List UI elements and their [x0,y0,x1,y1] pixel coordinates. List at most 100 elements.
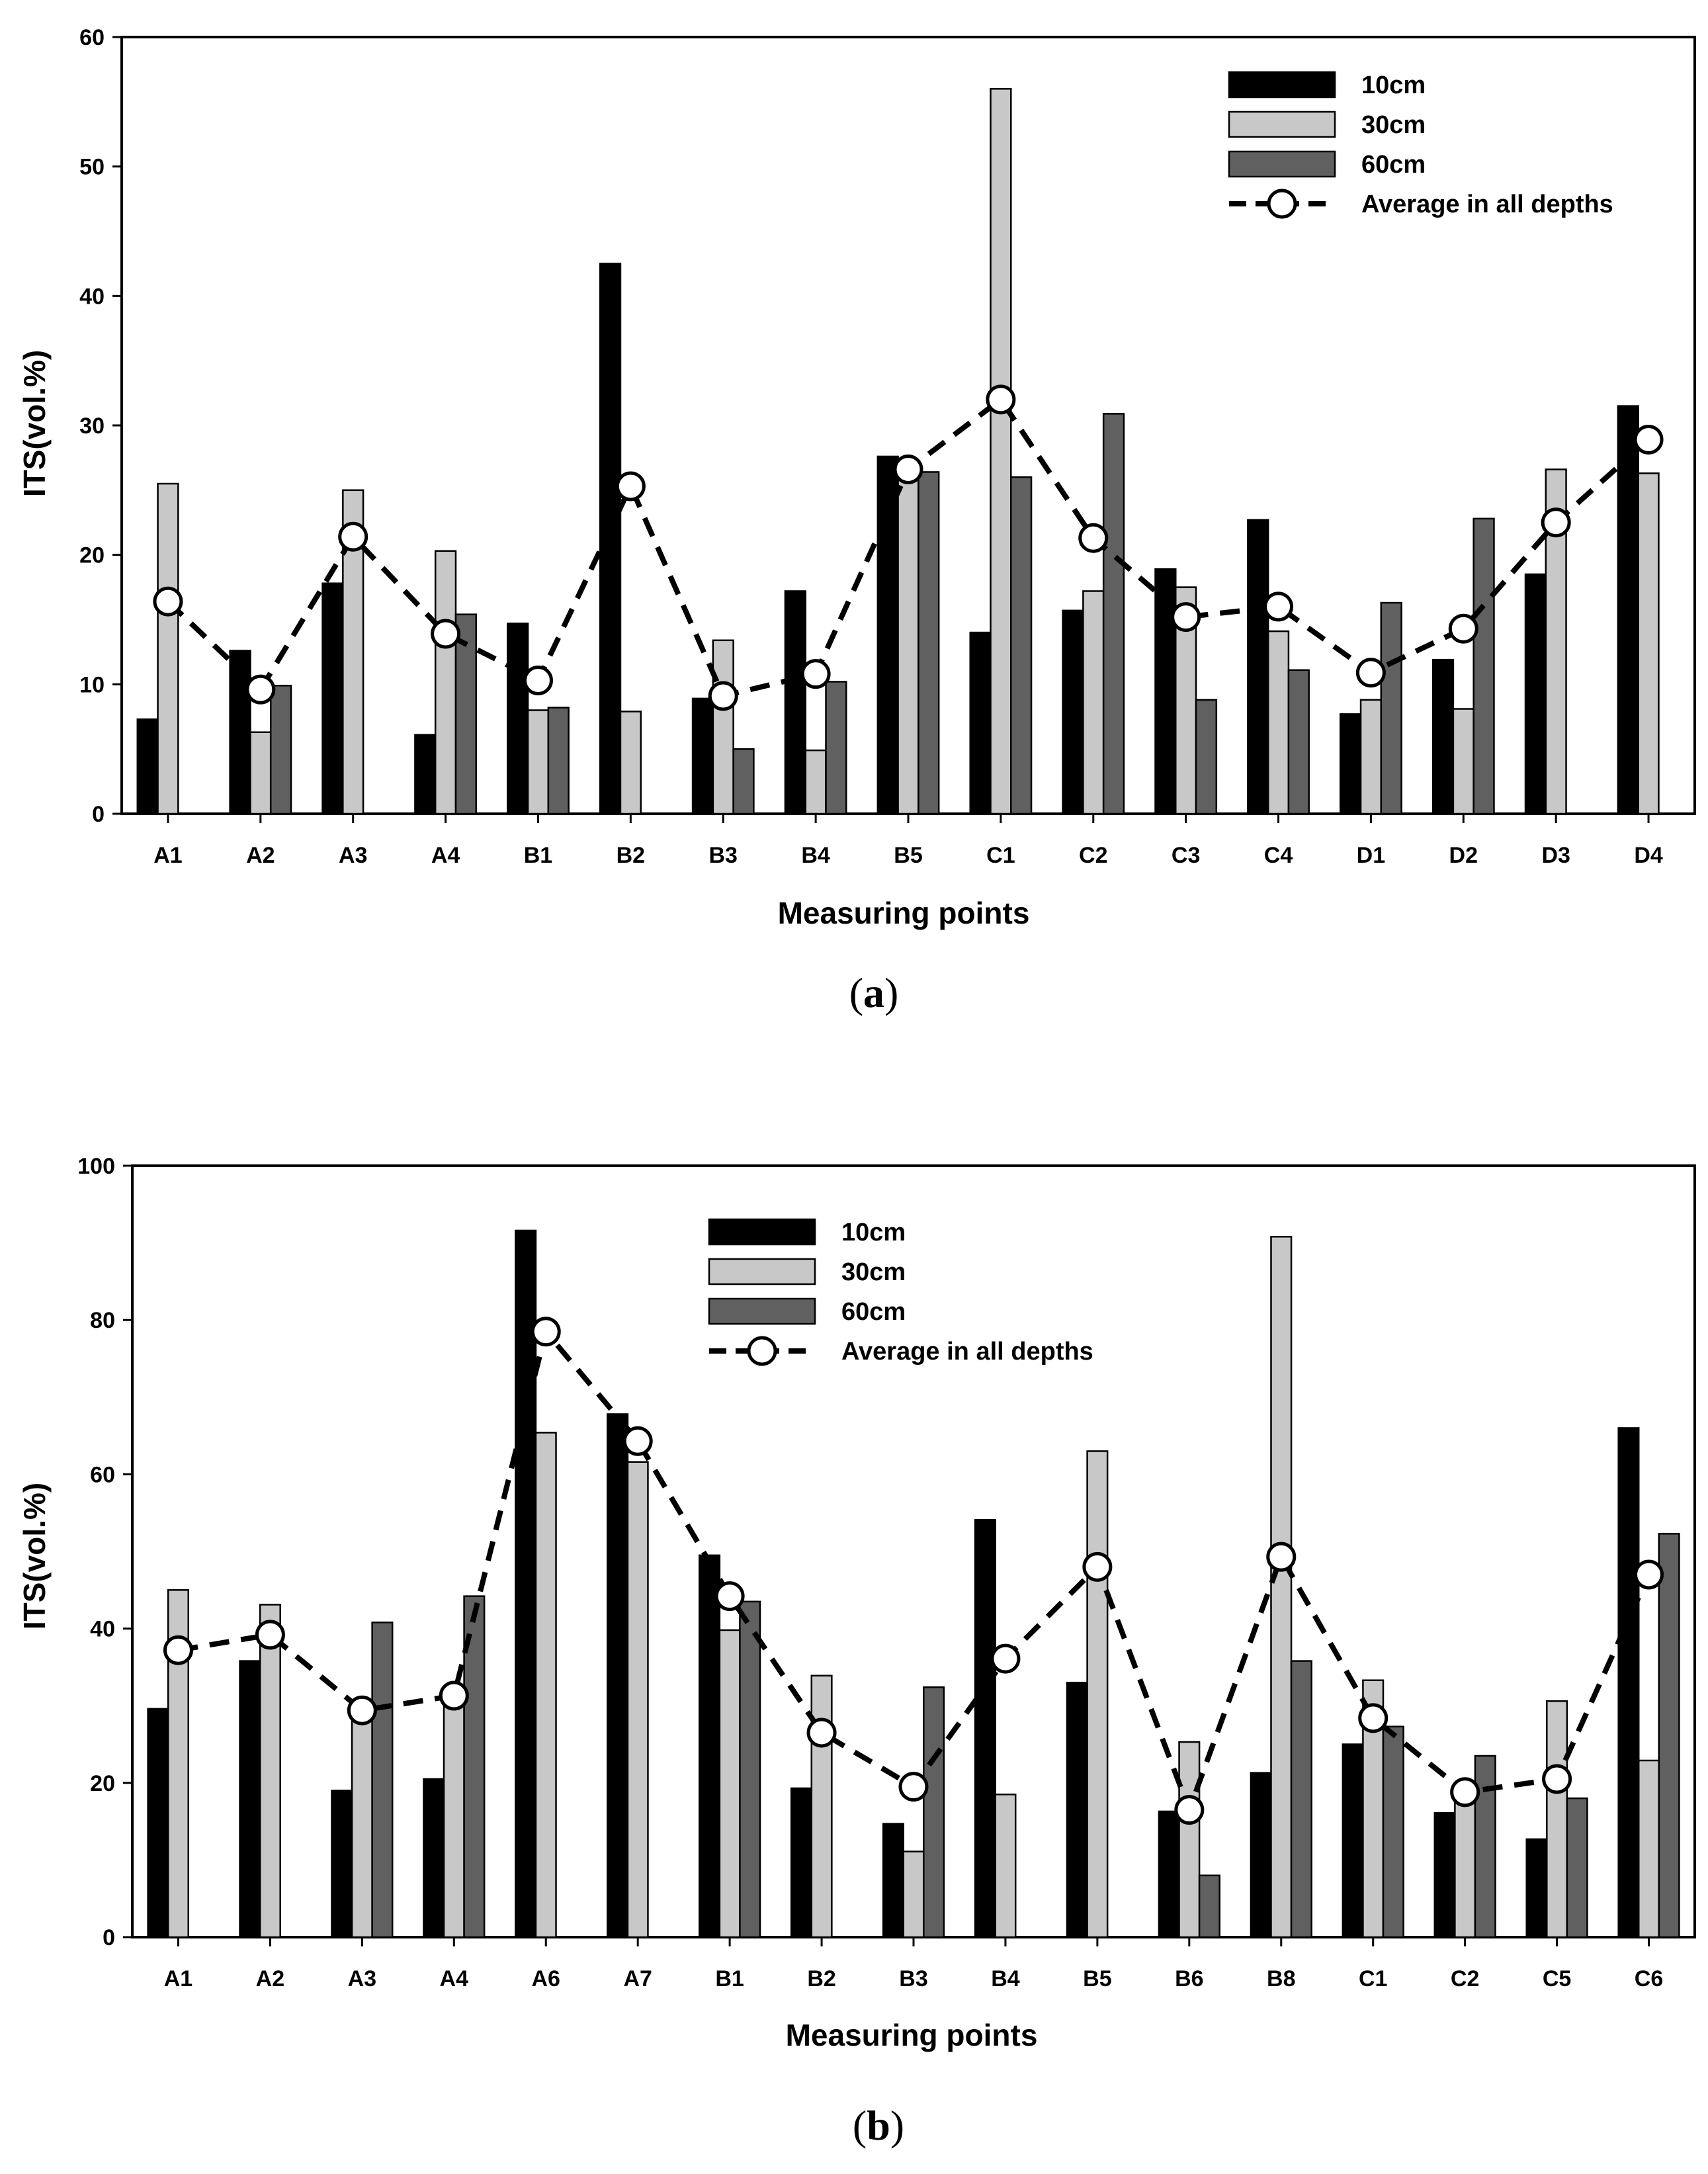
bar-10cm-B4 [784,590,806,815]
chart-panel-a: ITS(vol.%) Measuring points (a) 0 10 20 30 4… [17,25,1696,1016]
bar-30cm-B2 [619,711,642,815]
bar-10cm-C1 [969,631,992,815]
bar-10cm-D3 [1524,573,1547,815]
legend-label: 30cm [841,1258,906,1286]
legend-marker-sample [747,1336,777,1366]
x-tick-label: B1 [524,843,552,868]
bar-30cm-A1 [157,482,179,815]
average-marker-A4 [439,1680,469,1711]
average-marker-C6 [1634,1559,1664,1590]
bar-10cm-A1 [136,718,159,815]
bar-10cm-C6 [1617,1427,1640,1938]
legend-marker-sample [1267,189,1297,219]
bar-60cm-C2 [1102,413,1125,815]
bar-10cm-C5 [1525,1838,1548,1938]
x-tick-label: A6 [532,1966,560,1991]
legend-swatch-60cm [1228,150,1336,178]
legend-label: Average in all depths [841,1338,1093,1366]
average-marker-B8 [1266,1542,1297,1572]
average-marker-C2 [1078,523,1109,553]
bar-60cm-C1 [1010,476,1033,815]
bar-30cm-C5 [1546,1700,1568,1938]
bar-30cm-A3 [351,1708,373,1938]
x-tick-label: A1 [153,843,182,868]
bar-60cm-C6 [1658,1532,1680,1938]
bar-10cm-A6 [515,1229,537,1938]
x-tick-label: B6 [1175,1966,1203,1991]
bar-30cm-C6 [1637,1759,1660,1938]
bar-30cm-B8 [1270,1236,1293,1938]
bar-60cm-B3 [923,1686,945,1938]
x-tick-label: C5 [1543,1966,1571,1991]
legend-swatch-10cm [708,1218,816,1246]
legend-label: 10cm [841,1219,906,1246]
average-marker-C4 [1263,591,1294,622]
bar-60cm-C3 [1195,699,1218,815]
bar-30cm-C4 [1267,630,1290,815]
average-marker-B1 [523,665,553,695]
bar-30cm-A6 [534,1432,557,1938]
y-axis-title: ITS(vol.%) [17,1483,52,1630]
bar-10cm-A7 [607,1413,629,1938]
x-tick-label: C3 [1172,843,1200,868]
x-tick-label: B8 [1267,1966,1295,1991]
y-tick-label: 50 [79,155,105,180]
bar-10cm-B5 [1066,1681,1088,1938]
bar-30cm-A4 [443,1696,465,1938]
legend-label: 60cm [841,1298,906,1326]
average-marker-B5 [893,455,923,485]
bar-10cm-B2 [790,1787,813,1938]
bar-60cm-D2 [1473,517,1495,815]
panel-caption: (b) [853,2102,904,2149]
y-tick-label: 20 [90,1771,115,1796]
x-tick-label: B2 [807,1966,835,1991]
legend-label: 60cm [1361,151,1426,179]
bar-30cm-D1 [1359,699,1383,815]
average-marker-B2 [615,471,646,501]
bar-30cm-B6 [1178,1741,1201,1938]
x-tick-label: A2 [246,843,275,868]
y-tick-label: 30 [79,413,105,439]
bar-10cm-B8 [1250,1772,1272,1938]
x-tick-label: A2 [256,1966,284,1991]
average-marker-C3 [1171,602,1201,632]
bar-10cm-B5 [876,455,899,815]
bar-10cm-C4 [1247,519,1269,815]
x-tick-label: C4 [1264,843,1293,868]
legend-swatch-10cm [1228,71,1336,99]
bar-60cm-C1 [1382,1725,1404,1938]
average-marker-A7 [622,1426,653,1456]
x-axis-title: Measuring points [786,2018,1038,2052]
average-marker-B6 [1174,1795,1205,1825]
bar-60cm-B6 [1198,1874,1220,1938]
bar-30cm-A7 [626,1461,649,1938]
average-marker-C2 [1450,1777,1480,1807]
bar-10cm-C2 [1433,1812,1456,1938]
x-tick-label: C1 [1359,1966,1387,1991]
y-tick-label: 40 [90,1617,115,1642]
x-tick-label: A3 [348,1966,376,1991]
bar-30cm-B1 [527,709,550,815]
average-marker-B3 [708,681,738,711]
bar-30cm-B1 [718,1629,741,1938]
y-tick-label: 60 [79,25,105,50]
average-marker-A3 [338,521,368,552]
bar-30cm-D2 [1452,708,1474,815]
x-tick-label: D2 [1449,843,1478,868]
x-tick-label: D4 [1634,843,1663,868]
x-tick-label: B4 [991,1966,1020,1991]
bar-30cm-B3 [712,639,734,815]
bar-10cm-D4 [1617,405,1639,815]
bar-10cm-A4 [423,1778,445,1938]
y-tick-label: 40 [79,284,105,309]
bar-10cm-B6 [1158,1810,1180,1938]
average-marker-D4 [1633,425,1664,455]
x-tick-label: A4 [431,843,460,868]
bar-10cm-C2 [1062,609,1084,815]
average-marker-B5 [1082,1551,1113,1582]
y-tick-label: 80 [90,1308,115,1333]
chart-panel-b: ITS(vol.%) Measuring points (b) 0 20 40 60 8… [17,1154,1696,2149]
average-marker-B4 [990,1643,1021,1674]
x-axis-title: Measuring points [778,896,1030,930]
